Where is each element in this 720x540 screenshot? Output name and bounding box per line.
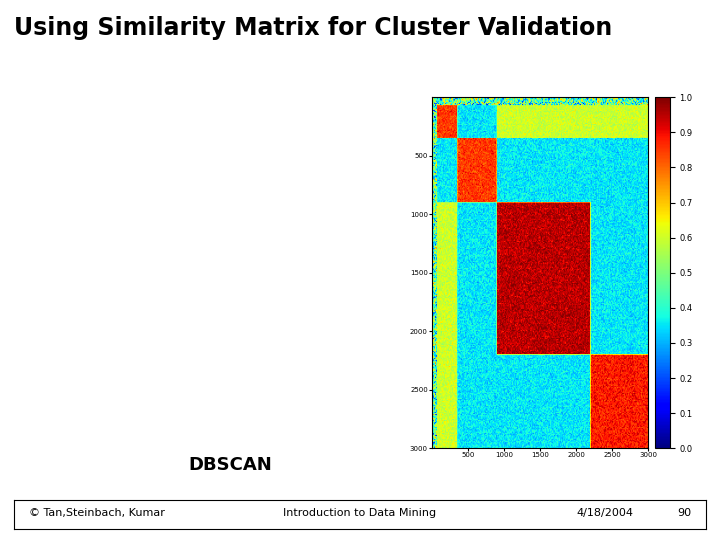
- Text: 4/18/2004: 4/18/2004: [576, 508, 633, 518]
- Text: © Tan,Steinbach, Kumar: © Tan,Steinbach, Kumar: [29, 508, 165, 518]
- Text: Introduction to Data Mining: Introduction to Data Mining: [284, 508, 436, 518]
- Text: 90: 90: [677, 508, 691, 518]
- Text: DBSCAN: DBSCAN: [189, 456, 272, 474]
- Text: Using Similarity Matrix for Cluster Validation: Using Similarity Matrix for Cluster Vali…: [14, 16, 613, 40]
